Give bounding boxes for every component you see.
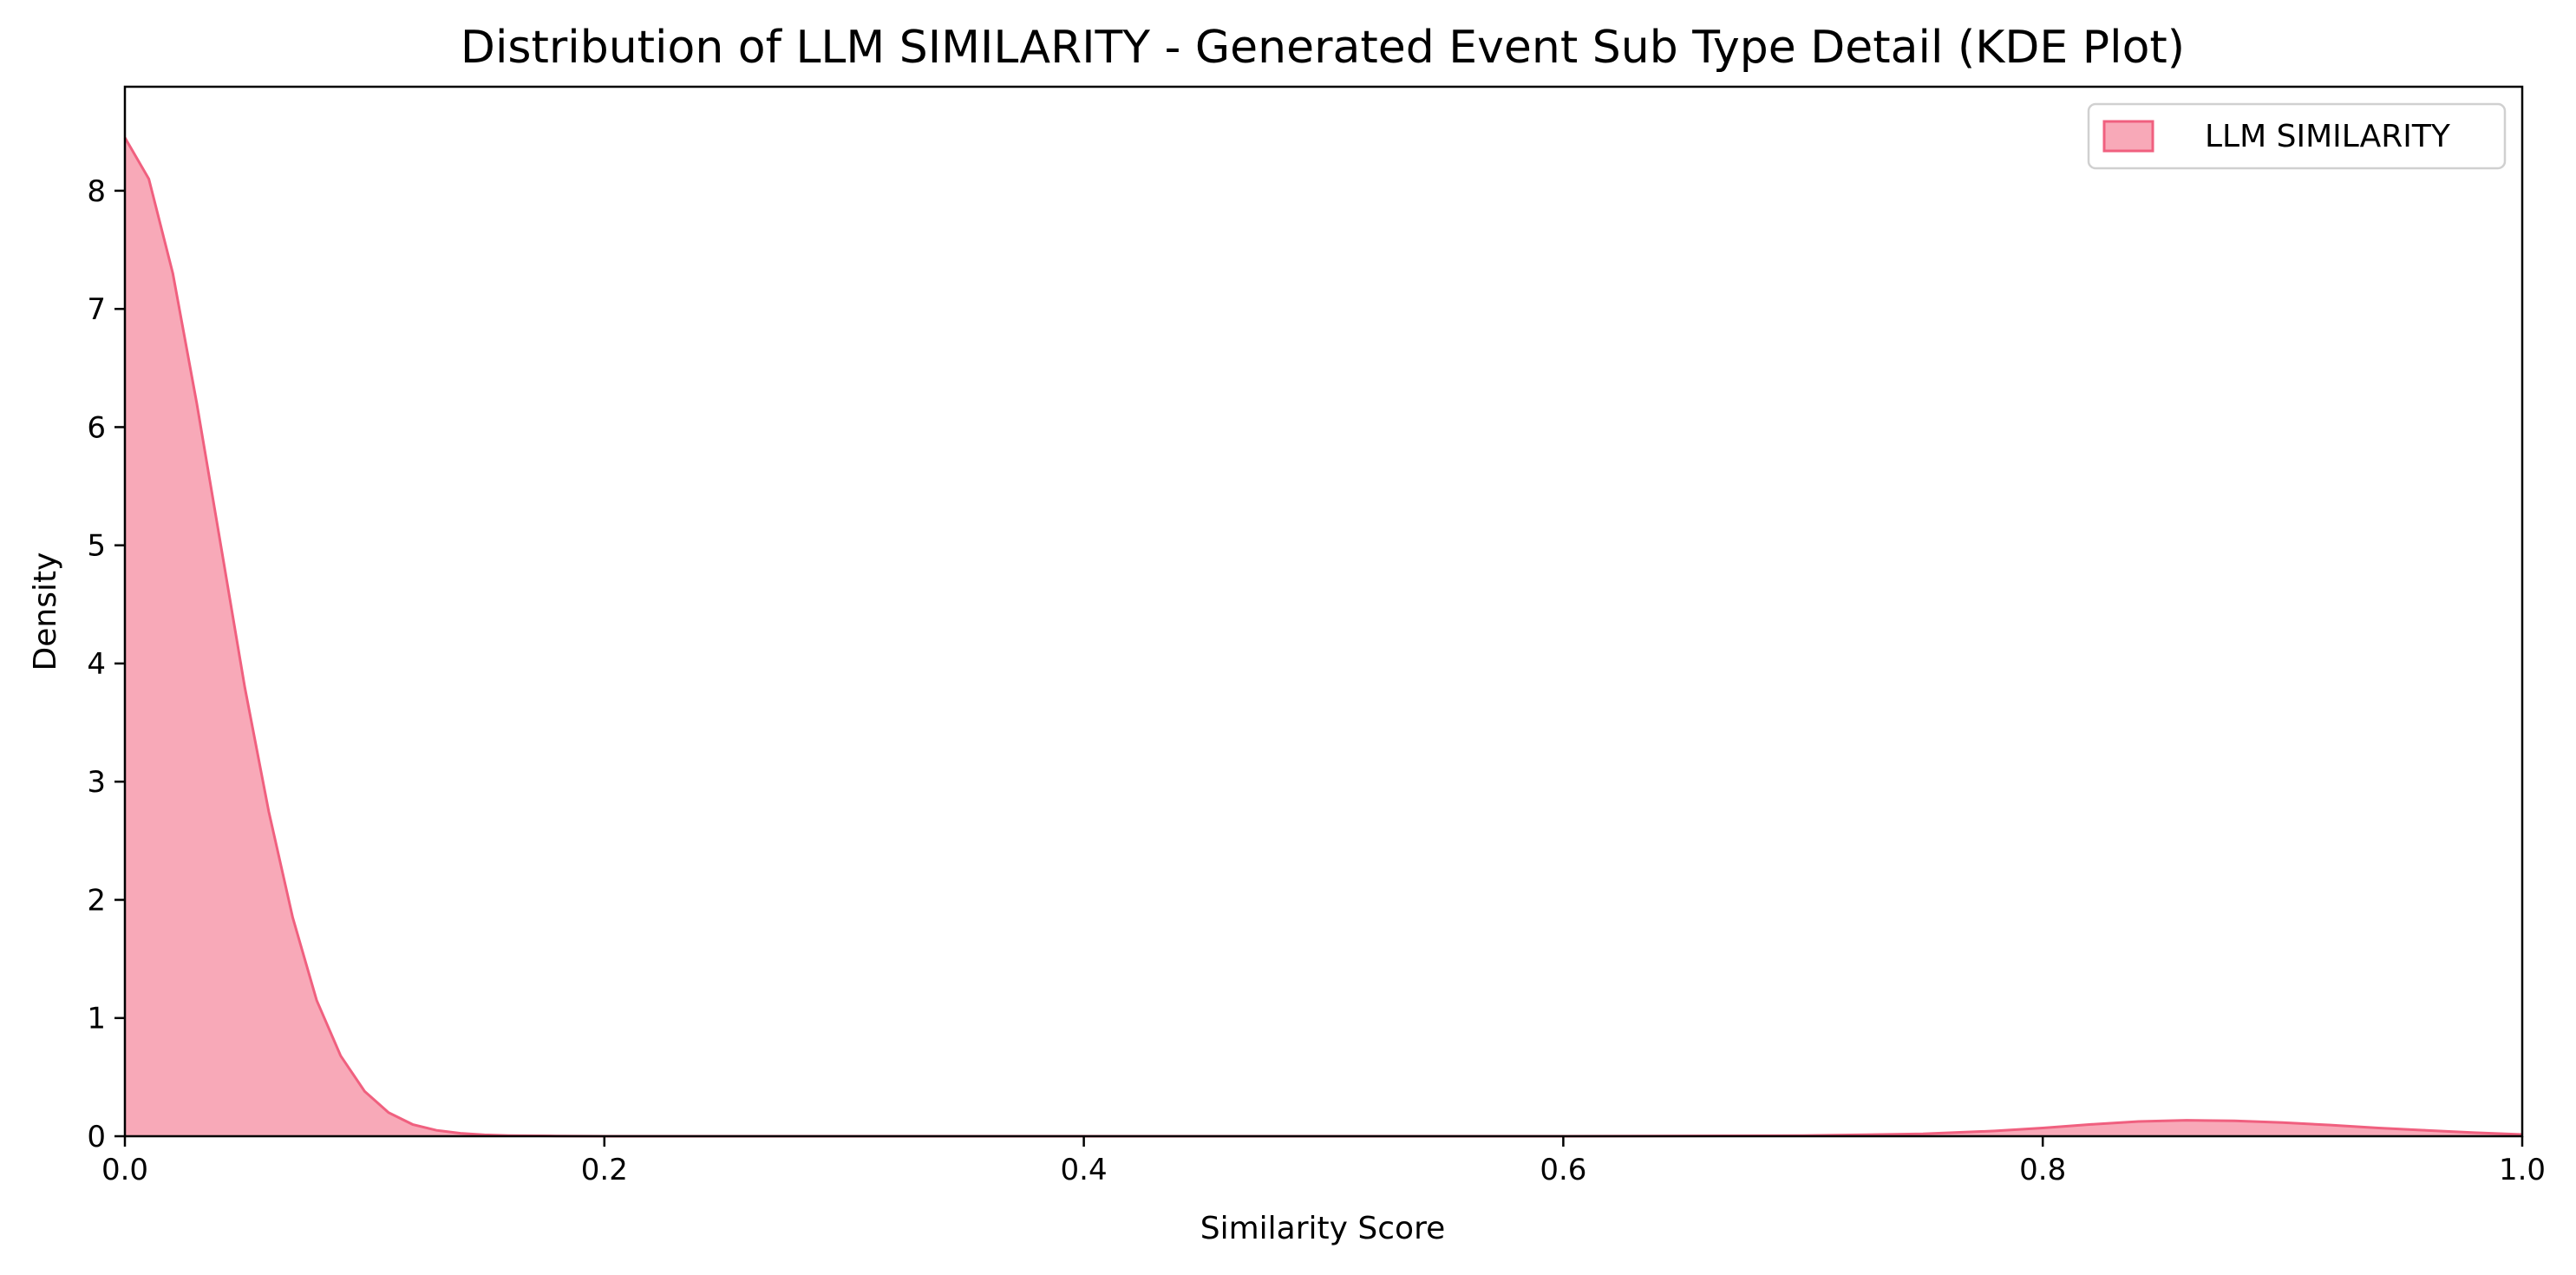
y-tick-label: 1 [87, 1002, 106, 1036]
legend-box [2087, 102, 2507, 170]
kde-density-line [123, 136, 2523, 1138]
y-axis: 0 1 2 3 4 5 6 7 8 [87, 174, 125, 1154]
x-tick-label: 0.6 [1540, 1153, 1586, 1187]
x-tick-label: 0.0 [101, 1153, 148, 1187]
y-tick-label: 4 [87, 647, 106, 682]
chart-title: Distribution of LLM SIMILARITY - Generat… [461, 22, 2185, 74]
plot-frame [123, 85, 2524, 1138]
y-tick-label: 5 [87, 529, 106, 564]
y-tick-label: 6 [87, 410, 106, 445]
x-tick-label: 0.2 [581, 1153, 628, 1187]
y-tick-label: 2 [87, 883, 106, 918]
x-tick-label: 0.4 [1061, 1153, 1108, 1187]
legend-swatch [2102, 120, 2154, 153]
y-tick-label: 3 [87, 765, 106, 800]
kde-area-fill [125, 137, 2522, 1137]
legend: LLM SIMILARITY [2087, 102, 2507, 170]
y-tick-label: 0 [87, 1120, 106, 1154]
x-tick-label: 0.8 [2019, 1153, 2066, 1187]
y-tick-label: 8 [87, 174, 106, 209]
x-tick-label: 1.0 [2499, 1153, 2546, 1187]
legend-label: LLM SIMILARITY [2205, 119, 2451, 154]
plot-area [123, 136, 2523, 1138]
x-axis: 0.0 0.2 0.4 0.6 0.8 1.0 [101, 1136, 2546, 1187]
y-tick-label: 7 [87, 292, 106, 327]
y-axis-title: Density [28, 552, 63, 671]
x-axis-title: Similarity Score [1200, 1211, 1445, 1246]
